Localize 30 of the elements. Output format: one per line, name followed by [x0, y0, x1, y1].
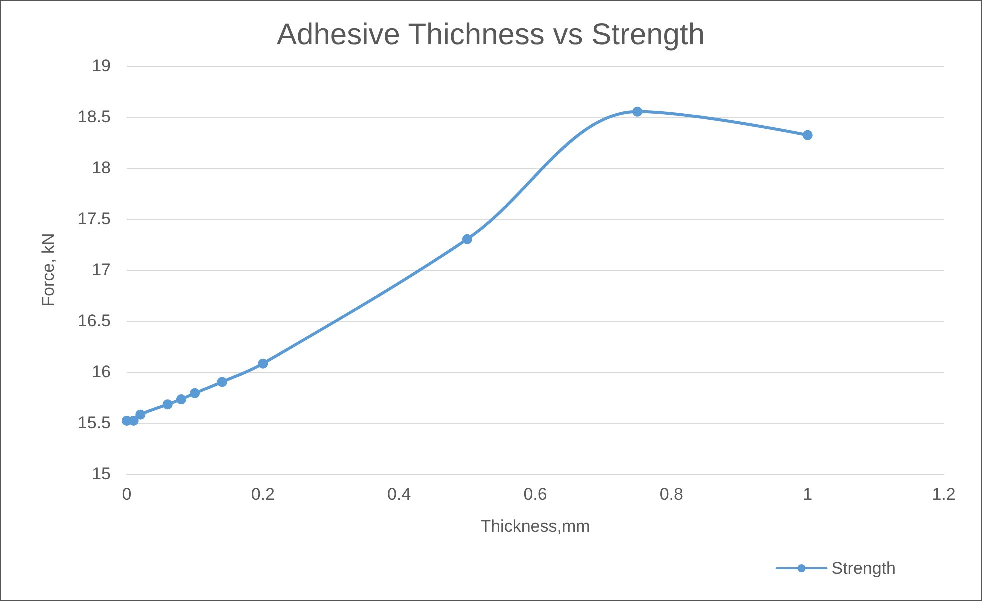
- y-tick-label: 17: [92, 260, 111, 280]
- legend-label: Strength: [832, 559, 896, 578]
- x-axis-title: Thickness,mm: [480, 517, 590, 536]
- x-tick-label: 0: [122, 485, 132, 504]
- y-tick-label: 18.5: [78, 108, 111, 126]
- y-tick-label: 16.5: [78, 312, 111, 330]
- y-tick-label: 15.5: [78, 414, 111, 432]
- y-axis-title: Force, kN: [39, 233, 58, 307]
- x-tick-label: 0.6: [524, 485, 548, 504]
- x-tick-label: 0.4: [388, 485, 412, 504]
- point: [802, 130, 813, 140]
- point: [258, 358, 268, 369]
- y-tick-label: 18: [92, 158, 111, 178]
- x-tick-label: 1: [803, 485, 813, 504]
- point: [136, 410, 146, 420]
- point: [632, 106, 643, 117]
- y-tick-label: 15: [92, 464, 111, 484]
- point: [190, 388, 200, 398]
- point: [162, 400, 173, 410]
- chart-title: Adhesive Thichness vs Strength: [276, 18, 706, 52]
- point: [217, 377, 228, 388]
- y-tick-label: 17.5: [78, 210, 111, 228]
- y-tick-label: 19: [92, 56, 111, 76]
- point: [176, 394, 186, 405]
- x-tick-label: 0.8: [660, 485, 684, 504]
- point: [128, 416, 139, 426]
- x-tick-label: 1.2: [932, 485, 956, 504]
- y-tick-label: 16: [92, 362, 111, 382]
- point: [462, 234, 472, 244]
- x-tick-label: 0.2: [251, 485, 275, 504]
